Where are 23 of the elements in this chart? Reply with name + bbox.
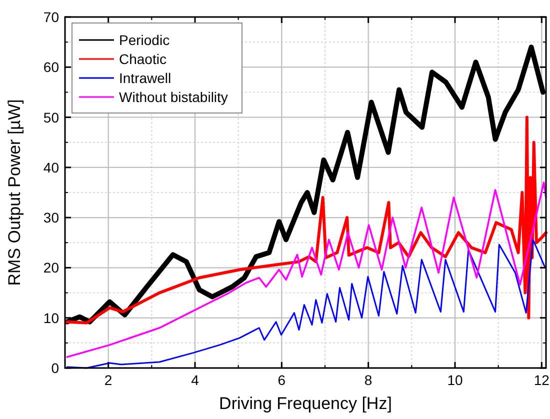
x-tick-label: 2 bbox=[104, 372, 112, 388]
y-tick-label: 30 bbox=[43, 210, 60, 226]
y-tick-label: 60 bbox=[43, 59, 60, 76]
legend-label: Without bistability bbox=[119, 89, 228, 105]
y-tick-label: 20 bbox=[43, 260, 60, 276]
x-tick-label: 8 bbox=[364, 372, 372, 388]
x-axis-title: Driving Frequency [Hz] bbox=[219, 394, 392, 413]
x-tick-label: 10 bbox=[447, 372, 463, 388]
legend-label: Intrawell bbox=[119, 70, 172, 86]
legend-label: Chaotic bbox=[119, 51, 166, 67]
line-series bbox=[66, 182, 547, 358]
y-tick-label: 10 bbox=[43, 310, 60, 326]
legend-label: Periodic bbox=[119, 32, 170, 48]
x-tick-label: 12 bbox=[534, 372, 550, 388]
x-tick-label: 6 bbox=[278, 372, 286, 388]
y-tick-label: 40 bbox=[43, 159, 60, 176]
y-tick-label: 50 bbox=[43, 109, 60, 126]
line-series bbox=[66, 238, 546, 369]
y-axis-title: RMS Output Power [µW] bbox=[5, 99, 24, 286]
line-series bbox=[66, 116, 548, 324]
y-tick-label: 0 bbox=[51, 360, 60, 376]
x-tick-label: 4 bbox=[191, 372, 200, 388]
y-tick-label: 70 bbox=[43, 9, 60, 25]
